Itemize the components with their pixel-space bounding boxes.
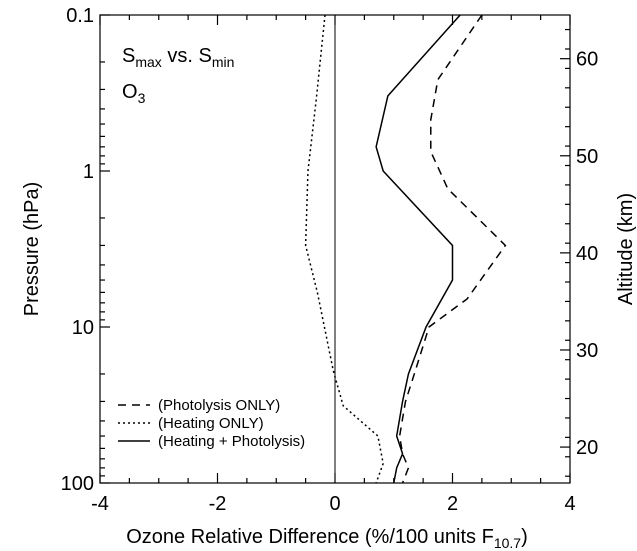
x-tick-label: 0 [329, 493, 340, 515]
x-axis-label-part: ) [521, 526, 528, 548]
y2-tick-label: 40 [576, 243, 598, 265]
annotation-part: min [212, 54, 235, 70]
x-axis-label-part: 10.7 [494, 535, 521, 551]
profile-line [375, 14, 461, 484]
y-tick-label: 1 [83, 161, 94, 183]
y2-tick-label: 30 [576, 340, 598, 362]
legend-label: (Heating ONLY) [158, 415, 264, 432]
x-axis-label: Ozone Relative Difference (%/100 units F… [126, 526, 528, 551]
x-tick-label: -4 [91, 493, 109, 515]
x-axis-label-part: Ozone Relative Difference (%/100 units F [126, 526, 494, 548]
annotation: Smax vs. Smin [122, 45, 234, 70]
y2-tick-label: 20 [576, 437, 598, 459]
y-tick-label: 0.1 [66, 5, 94, 27]
x-tick-label: -2 [209, 493, 227, 515]
annotation-part: vs. S [162, 45, 212, 67]
annotation-part: S [122, 45, 135, 67]
annotation: O3 [122, 81, 146, 106]
y2-tick-label: 60 [576, 49, 598, 71]
annotation-part: 3 [138, 90, 146, 106]
x-tick-label: 4 [564, 493, 575, 515]
y-axis-label: Pressure (hPa) [21, 182, 43, 317]
y2-axis-label: Altitude (km) [615, 193, 637, 305]
y-tick-label: 10 [72, 317, 94, 339]
annotation-part: O [122, 81, 138, 103]
profile-line [304, 14, 384, 484]
legend-label: (Heating + Photolysis) [158, 433, 305, 450]
y-tick-label: 100 [61, 473, 94, 495]
y2-tick-label: 50 [576, 146, 598, 168]
annotation-part: max [135, 54, 161, 70]
x-tick-label: 2 [447, 493, 458, 515]
legend-label: (Photolysis ONLY) [158, 397, 280, 414]
